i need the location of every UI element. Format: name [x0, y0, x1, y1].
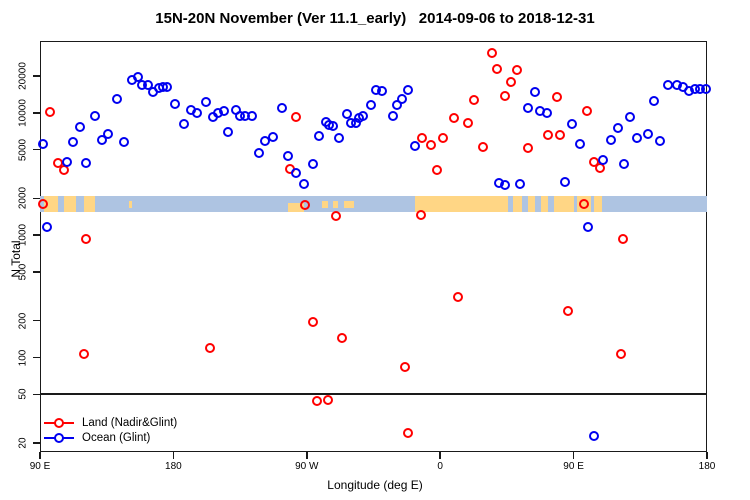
x-tick-label: 180: [165, 461, 182, 472]
y-tick-label: 10000: [17, 98, 29, 127]
y-axis-label: N Total: [9, 240, 23, 278]
legend-label-ocean: Ocean (Glint): [82, 431, 151, 444]
x-axis-label: Longitude (deg E): [327, 478, 423, 492]
y-tick-mark: [33, 234, 40, 236]
land-series-marker-icon: [44, 417, 74, 428]
y-tick-mark: [33, 319, 40, 322]
y-tick-label: 50: [17, 388, 29, 400]
ocean-series-marker-icon: [44, 432, 74, 443]
x-tick-label: 90 E: [29, 461, 51, 472]
legend: Land (Nadir&Glint) Ocean (Glint): [44, 415, 177, 445]
y-tick-mark: [33, 112, 40, 114]
y-tick-label: 20000: [17, 62, 29, 90]
y-tick-label: 2000: [17, 187, 29, 210]
x-tick-mark: [306, 452, 308, 459]
legend-item-ocean: Ocean (Glint): [44, 430, 177, 445]
y-tick-label: 200: [17, 312, 29, 330]
x-tick-mark: [172, 452, 175, 459]
y-tick-mark: [33, 442, 40, 444]
y-tick-label: 20: [17, 437, 29, 449]
y-tick-mark: [33, 148, 40, 151]
x-tick-mark: [39, 452, 41, 459]
y-tick-label: 100: [17, 349, 29, 366]
y-tick-mark: [33, 393, 40, 396]
x-tick-mark: [706, 452, 708, 459]
legend-label-land: Land (Nadir&Glint): [82, 416, 178, 429]
y-tick-mark: [33, 197, 40, 200]
y-tick-label: 5000: [17, 138, 29, 161]
y-tick-mark: [33, 356, 40, 359]
legend-item-land: Land (Nadir&Glint): [44, 415, 177, 430]
x-tick-label: 0: [437, 461, 443, 472]
x-tick-label: 90 W: [295, 461, 319, 472]
x-tick-label: 180: [698, 461, 716, 472]
x-tick-label: 90 E: [563, 461, 584, 472]
x-tick-mark: [439, 452, 441, 459]
plot-area: [40, 41, 707, 452]
y-tick-mark: [33, 75, 40, 77]
chart-title: 15N-20N November (Ver 11.1_early) 2014-0…: [155, 10, 595, 27]
y-tick-mark: [33, 271, 40, 273]
x-tick-mark: [572, 452, 575, 459]
